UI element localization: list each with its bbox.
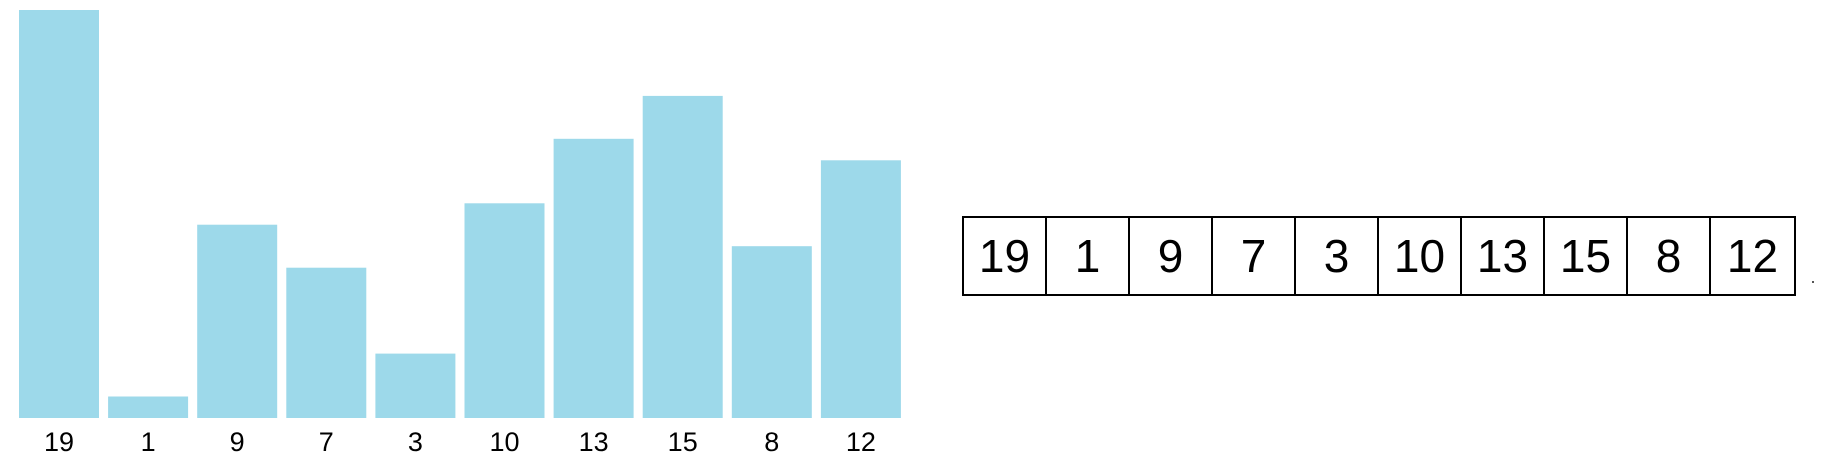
bar-13 xyxy=(553,138,634,419)
array-cell: 19 xyxy=(964,218,1047,294)
array-cell: 8 xyxy=(1628,218,1711,294)
bar-3 xyxy=(375,353,456,418)
array-strip: 19 1 9 7 3 10 13 15 8 12 xyxy=(962,216,1796,296)
category-label: 3 xyxy=(408,427,423,453)
category-labels: 19 1 9 7 3 10 13 15 8 12 xyxy=(44,427,876,453)
array-cell: 12 xyxy=(1726,230,1779,282)
array-cell: 10 xyxy=(1379,218,1462,294)
category-label: 7 xyxy=(319,427,334,453)
category-label: 12 xyxy=(846,427,876,453)
array-cell: 9 xyxy=(1130,218,1213,294)
array-cell: 15 xyxy=(1545,218,1628,294)
array-cell: 13 xyxy=(1462,218,1545,294)
category-label: 19 xyxy=(44,427,74,453)
bar-8 xyxy=(731,246,812,418)
category-label: 10 xyxy=(489,427,519,453)
array-cell: 7 xyxy=(1213,218,1296,294)
bar-9 xyxy=(197,224,278,418)
bar-7 xyxy=(286,267,367,418)
bar-chart: 19 1 9 7 3 10 13 15 8 12 xyxy=(19,10,901,453)
category-label: 15 xyxy=(668,427,698,453)
category-label: 8 xyxy=(764,427,779,453)
category-label: 9 xyxy=(230,427,245,453)
bar-19 xyxy=(19,10,99,418)
array-cell: 3 xyxy=(1296,218,1379,294)
bar-12 xyxy=(820,160,901,419)
trailing-dot xyxy=(1812,281,1814,283)
bar-1 xyxy=(108,396,189,418)
bar-10 xyxy=(464,203,545,418)
bar-15 xyxy=(642,95,723,419)
array-cell: 1 xyxy=(1047,218,1130,294)
category-label: 1 xyxy=(141,427,156,453)
category-label: 13 xyxy=(579,427,609,453)
bars-group xyxy=(19,10,901,419)
